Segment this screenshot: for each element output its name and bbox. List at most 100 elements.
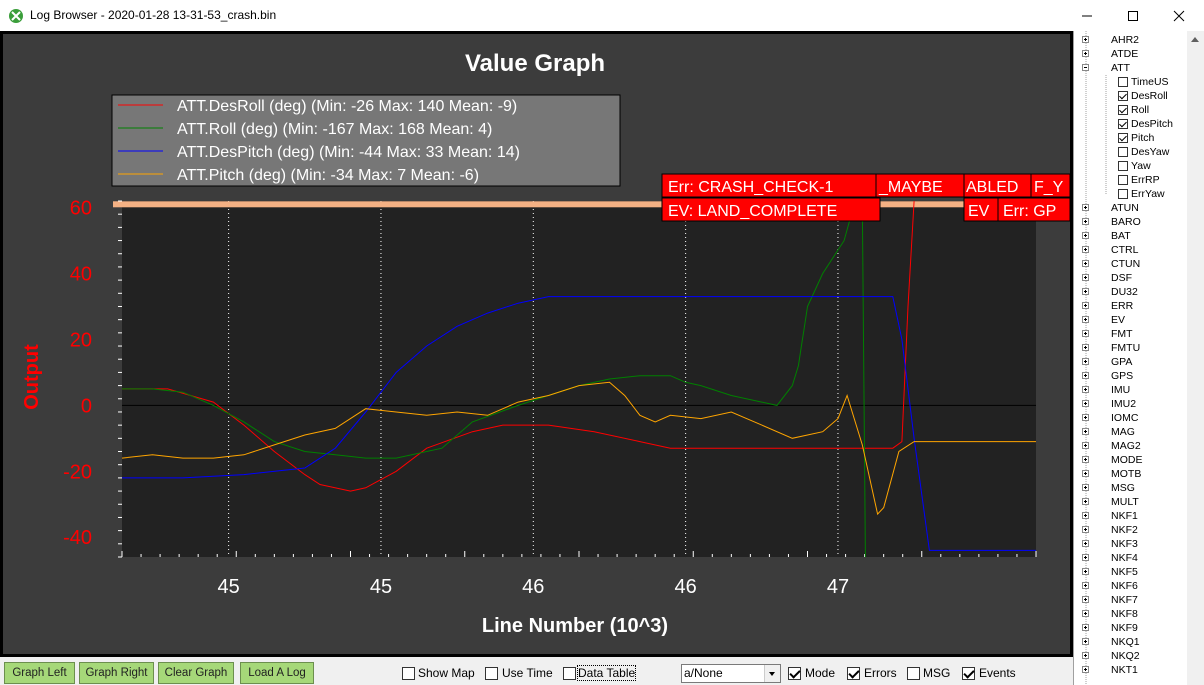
use-time-checkbox[interactable]: [485, 667, 498, 680]
close-button[interactable]: [1156, 0, 1202, 31]
tree-item[interactable]: DU32: [1074, 285, 1184, 299]
tree-item[interactable]: GPA: [1074, 355, 1184, 369]
tree-item[interactable]: FMTU: [1074, 341, 1184, 355]
tree-field[interactable]: DesRoll: [1074, 89, 1194, 103]
expand-icon[interactable]: [1082, 442, 1089, 449]
expand-icon[interactable]: [1082, 610, 1089, 617]
collapse-icon[interactable]: [1082, 64, 1089, 71]
tree-item[interactable]: NKF7: [1074, 593, 1184, 607]
tree-item[interactable]: NKT1: [1074, 663, 1184, 677]
expand-icon[interactable]: [1082, 666, 1089, 673]
field-checkbox[interactable]: [1118, 147, 1128, 157]
tree-item[interactable]: DSF: [1074, 271, 1184, 285]
field-checkbox[interactable]: [1118, 133, 1128, 143]
tree-item[interactable]: BAT: [1074, 229, 1184, 243]
expand-icon[interactable]: [1082, 372, 1089, 379]
tree-field[interactable]: DesPitch: [1074, 117, 1194, 131]
expand-icon[interactable]: [1082, 386, 1089, 393]
tree-field[interactable]: Roll: [1074, 103, 1194, 117]
tree-item[interactable]: GPS: [1074, 369, 1184, 383]
tree-item[interactable]: NKF6: [1074, 579, 1184, 593]
expand-icon[interactable]: [1082, 624, 1089, 631]
scroll-up-icon[interactable]: [1187, 31, 1204, 48]
chevron-down-icon[interactable]: [764, 665, 780, 682]
mode-select[interactable]: a/None: [681, 664, 781, 683]
show-map-checkbox[interactable]: [402, 667, 415, 680]
expand-icon[interactable]: [1082, 470, 1089, 477]
tree-item[interactable]: IMU: [1074, 383, 1184, 397]
tree-scrollbar[interactable]: [1187, 31, 1204, 685]
expand-icon[interactable]: [1082, 204, 1089, 211]
expand-icon[interactable]: [1082, 400, 1089, 407]
tree-item[interactable]: NKF4: [1074, 551, 1184, 565]
tree-item[interactable]: IOMC: [1074, 411, 1184, 425]
expand-icon[interactable]: [1082, 596, 1089, 603]
tree-field[interactable]: Pitch: [1074, 131, 1194, 145]
tree-item[interactable]: NKF3: [1074, 537, 1184, 551]
msg-checkbox[interactable]: [907, 667, 920, 680]
load-a-log-button[interactable]: Load A Log: [240, 662, 314, 684]
field-checkbox[interactable]: [1118, 119, 1128, 129]
tree-field[interactable]: ErrYaw: [1074, 187, 1194, 201]
tree-item[interactable]: NKF1: [1074, 509, 1184, 523]
tree-item[interactable]: ATDE: [1074, 47, 1184, 61]
field-checkbox[interactable]: [1118, 91, 1128, 101]
expand-icon[interactable]: [1082, 50, 1089, 57]
events-checkbox[interactable]: [962, 667, 975, 680]
field-checkbox[interactable]: [1118, 77, 1128, 87]
expand-icon[interactable]: [1082, 582, 1089, 589]
expand-icon[interactable]: [1082, 526, 1089, 533]
value-graph-panel[interactable]: 60 40 20 0 -20 -40 45 45 46 46 47 Value Graph Lin…: [0, 31, 1073, 657]
expand-icon[interactable]: [1082, 274, 1089, 281]
tree-item[interactable]: MSG: [1074, 481, 1184, 495]
expand-icon[interactable]: [1082, 288, 1089, 295]
tree-item[interactable]: CTRL: [1074, 243, 1184, 257]
expand-icon[interactable]: [1082, 428, 1089, 435]
tree-item[interactable]: BARO: [1074, 215, 1184, 229]
tree-item[interactable]: MAG2: [1074, 439, 1184, 453]
value-graph[interactable]: 60 40 20 0 -20 -40 45 45 46 46 47 Value Graph Lin…: [0, 31, 1073, 657]
expand-icon[interactable]: [1082, 512, 1089, 519]
expand-icon[interactable]: [1082, 330, 1089, 337]
scrollbar-track[interactable]: [1189, 48, 1202, 678]
data-table-checkbox[interactable]: [563, 667, 576, 680]
tree-item[interactable]: NKQ1: [1074, 635, 1184, 649]
graph-right-button[interactable]: Graph Right: [79, 662, 154, 684]
tree-item[interactable]: MOTB: [1074, 467, 1184, 481]
expand-icon[interactable]: [1082, 232, 1089, 239]
expand-icon[interactable]: [1082, 414, 1089, 421]
expand-icon[interactable]: [1082, 218, 1089, 225]
expand-icon[interactable]: [1082, 554, 1089, 561]
tree-item[interactable]: AHR2: [1074, 33, 1184, 47]
tree-item[interactable]: MAG: [1074, 425, 1184, 439]
minimize-button[interactable]: [1064, 0, 1110, 31]
maximize-button[interactable]: [1110, 0, 1156, 31]
expand-icon[interactable]: [1082, 456, 1089, 463]
expand-icon[interactable]: [1082, 484, 1089, 491]
tree-field[interactable]: TimeUS: [1074, 75, 1194, 89]
tree-item[interactable]: NKF8: [1074, 607, 1184, 621]
expand-icon[interactable]: [1082, 302, 1089, 309]
expand-icon[interactable]: [1082, 246, 1089, 253]
expand-icon[interactable]: [1082, 638, 1089, 645]
tree-item[interactable]: MODE: [1074, 453, 1184, 467]
tree-item[interactable]: EV: [1074, 313, 1184, 327]
errors-checkbox[interactable]: [847, 667, 860, 680]
tree-item[interactable]: FMT: [1074, 327, 1184, 341]
tree-item[interactable]: NKF9: [1074, 621, 1184, 635]
tree-item[interactable]: MULT: [1074, 495, 1184, 509]
mode-checkbox[interactable]: [788, 667, 801, 680]
tree-item[interactable]: ATT: [1074, 61, 1184, 75]
field-checkbox[interactable]: [1118, 175, 1128, 185]
expand-icon[interactable]: [1082, 540, 1089, 547]
tree-field[interactable]: Yaw: [1074, 159, 1194, 173]
expand-icon[interactable]: [1082, 260, 1089, 267]
expand-icon[interactable]: [1082, 498, 1089, 505]
expand-icon[interactable]: [1082, 36, 1089, 43]
tree-item[interactable]: CTUN: [1074, 257, 1184, 271]
expand-icon[interactable]: [1082, 358, 1089, 365]
tree-item[interactable]: NKF2: [1074, 523, 1184, 537]
expand-icon[interactable]: [1082, 568, 1089, 575]
field-checkbox[interactable]: [1118, 161, 1128, 171]
tree-item[interactable]: NKQ2: [1074, 649, 1184, 663]
